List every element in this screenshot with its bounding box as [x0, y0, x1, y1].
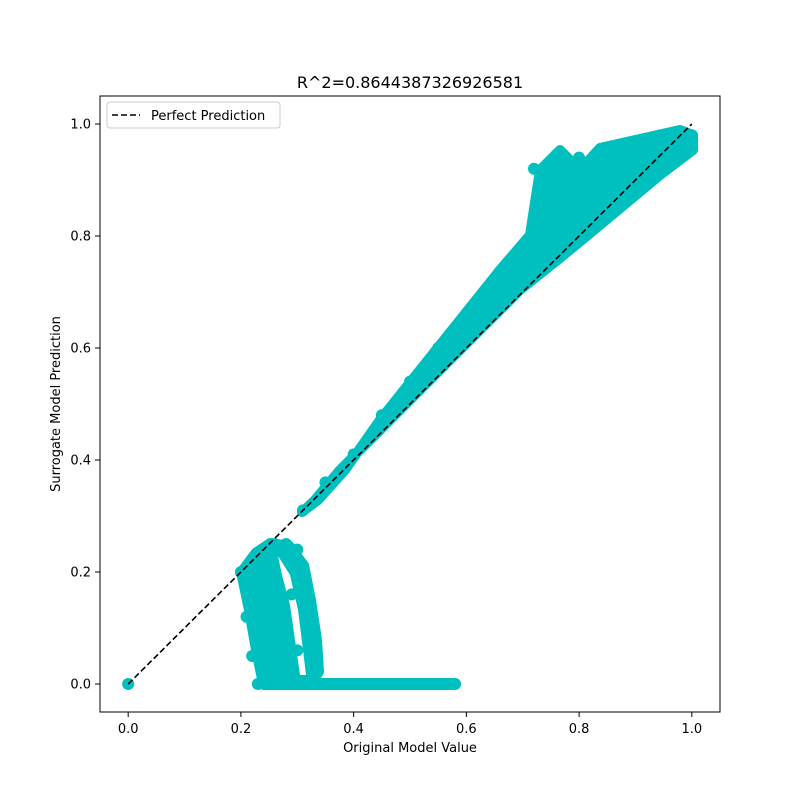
scatter-point: [302, 610, 315, 623]
scatter-points-upper-band: [297, 125, 698, 517]
scatter-point: [274, 678, 287, 690]
chart-title: R^2=0.8644387326926581: [297, 73, 523, 92]
y-tick-label: 1.0: [70, 118, 91, 133]
scatter-point: [319, 476, 332, 489]
scatter-point: [347, 678, 360, 690]
x-tick-label: 0.0: [118, 722, 139, 737]
scatter-point: [528, 162, 540, 175]
y-axis-ticks: 0.0 0.2 0.4 0.6 0.8 1.0: [70, 118, 100, 693]
scatter-point: [432, 342, 445, 354]
scatter-point: [268, 538, 281, 550]
scatter-point: [404, 375, 416, 388]
perfect-prediction-line: [127, 123, 693, 685]
scatter-point: [516, 241, 529, 254]
scatter-point: [240, 610, 253, 623]
x-tick-label: 0.6: [456, 722, 477, 737]
scatter-point: [375, 678, 388, 690]
legend: Perfect Prediction: [106, 101, 281, 129]
legend-entry-label: Perfect Prediction: [151, 109, 265, 124]
y-tick-label: 0.6: [70, 342, 91, 357]
scatter-point: [573, 151, 586, 164]
y-tick-label: 0.8: [70, 230, 91, 245]
y-axis-label: Surrogate Model Prediction: [49, 316, 64, 492]
scatter-point: [268, 633, 281, 646]
scatter-point: [488, 274, 501, 287]
x-tick-label: 0.2: [231, 722, 252, 737]
scatter-point: [291, 644, 304, 657]
scatter-point: [291, 543, 304, 556]
scatter-point: [375, 409, 388, 422]
y-tick-label: 0.2: [70, 566, 91, 581]
scatter-point: [280, 538, 292, 550]
y-tick-label: 0.0: [70, 678, 91, 693]
scatter-point: [285, 588, 298, 601]
scatter-point: [544, 252, 557, 265]
scatter-point: [251, 678, 264, 690]
scatter-point: [263, 577, 276, 590]
plot-frame: [99, 95, 721, 713]
x-axis-ticks: 0.0 0.2 0.4 0.6 0.8 1.0: [118, 712, 702, 737]
scatter-point-band-layer: [236, 125, 698, 690]
scatter-point: [246, 650, 259, 662]
scatter-point: [296, 678, 309, 690]
legend-box: [106, 101, 281, 129]
x-tick-label: 1.0: [681, 722, 702, 737]
scatter-point: [296, 566, 309, 578]
x-tick-label: 0.4: [343, 722, 364, 737]
y-tick-label: 0.4: [70, 454, 91, 469]
scatter-point: [449, 678, 462, 690]
scatter-point: [404, 678, 416, 690]
x-axis-label: Original Model Value: [343, 741, 477, 756]
scatter-point: [347, 448, 360, 461]
x-tick-label: 0.8: [569, 722, 590, 737]
scatter-point: [319, 678, 332, 690]
scatter-point: [685, 129, 698, 142]
scatter-point: [432, 678, 445, 690]
scatter-point: [460, 308, 473, 321]
scatter-point: [308, 655, 321, 668]
